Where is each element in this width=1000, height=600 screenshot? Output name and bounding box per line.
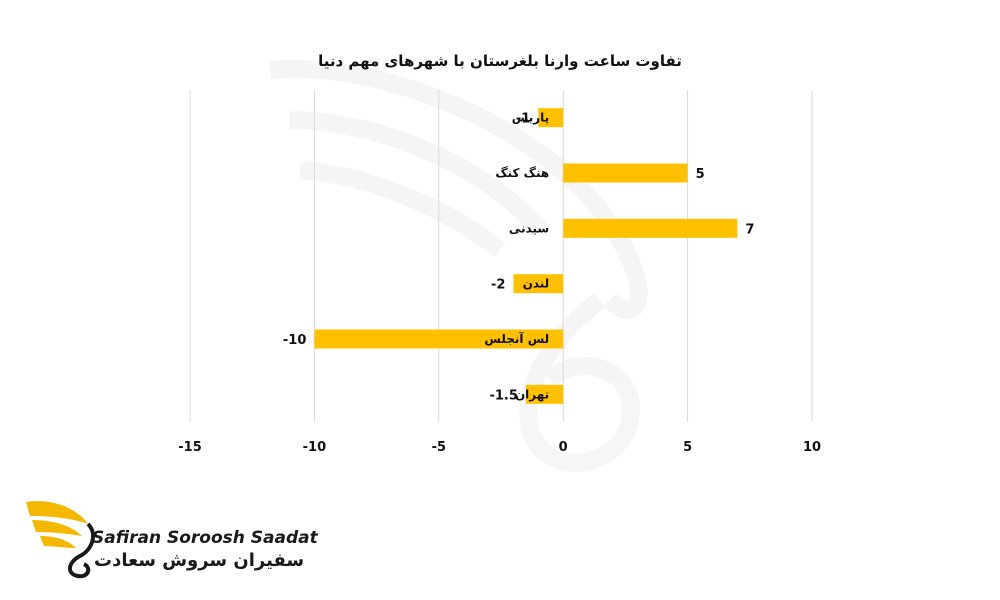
bar — [513, 274, 564, 294]
bar — [563, 163, 688, 183]
chart-title: تفاوت ساعت وارنا بلغرستان با شهرهای مهم … — [318, 52, 682, 70]
x-tick-label: -15 — [178, 440, 202, 455]
category-labels: پاریس هنگ کنگ سیدنی لندن لس آنجلس تهران — [484, 111, 549, 402]
value-label: -1.5 — [489, 388, 517, 403]
bars — [314, 108, 738, 404]
category-label: تهران — [515, 387, 549, 401]
category-label: پاریس — [512, 111, 549, 125]
value-label: 7 — [745, 222, 754, 237]
value-label: -1 — [516, 112, 530, 127]
phoenix-icon — [26, 501, 96, 579]
bar — [525, 384, 564, 404]
brand-name-fa: سفیران سروش سعادت — [94, 550, 305, 571]
value-label: 5 — [696, 167, 705, 182]
category-label: لندن — [523, 277, 550, 291]
x-tick-label: -10 — [303, 440, 327, 455]
bar — [538, 108, 564, 128]
category-label: هنگ کنگ — [495, 166, 549, 180]
watermark-logo — [269, 59, 648, 472]
value-labels: -1 5 7 -2 -10 -1.5 — [283, 112, 755, 404]
bar — [563, 218, 738, 238]
x-tick-label: -5 — [432, 440, 446, 455]
x-tick-label: 0 — [559, 440, 568, 455]
grid-lines — [189, 90, 813, 422]
x-tick-label: 10 — [803, 440, 821, 455]
brand-logo: Safiran Soroosh Saadat سفیران سروش سعادت — [22, 494, 318, 584]
value-label: -2 — [491, 278, 505, 293]
x-tick-label: 5 — [683, 440, 692, 455]
x-tick-labels: -15 -10 -5 0 5 10 — [178, 440, 821, 455]
value-label: -10 — [283, 333, 307, 348]
brand-name-en: Safiran Soroosh Saadat — [92, 528, 318, 548]
category-label: لس آنجلس — [484, 331, 549, 346]
bar — [314, 329, 564, 349]
category-label: سیدنی — [509, 221, 549, 235]
